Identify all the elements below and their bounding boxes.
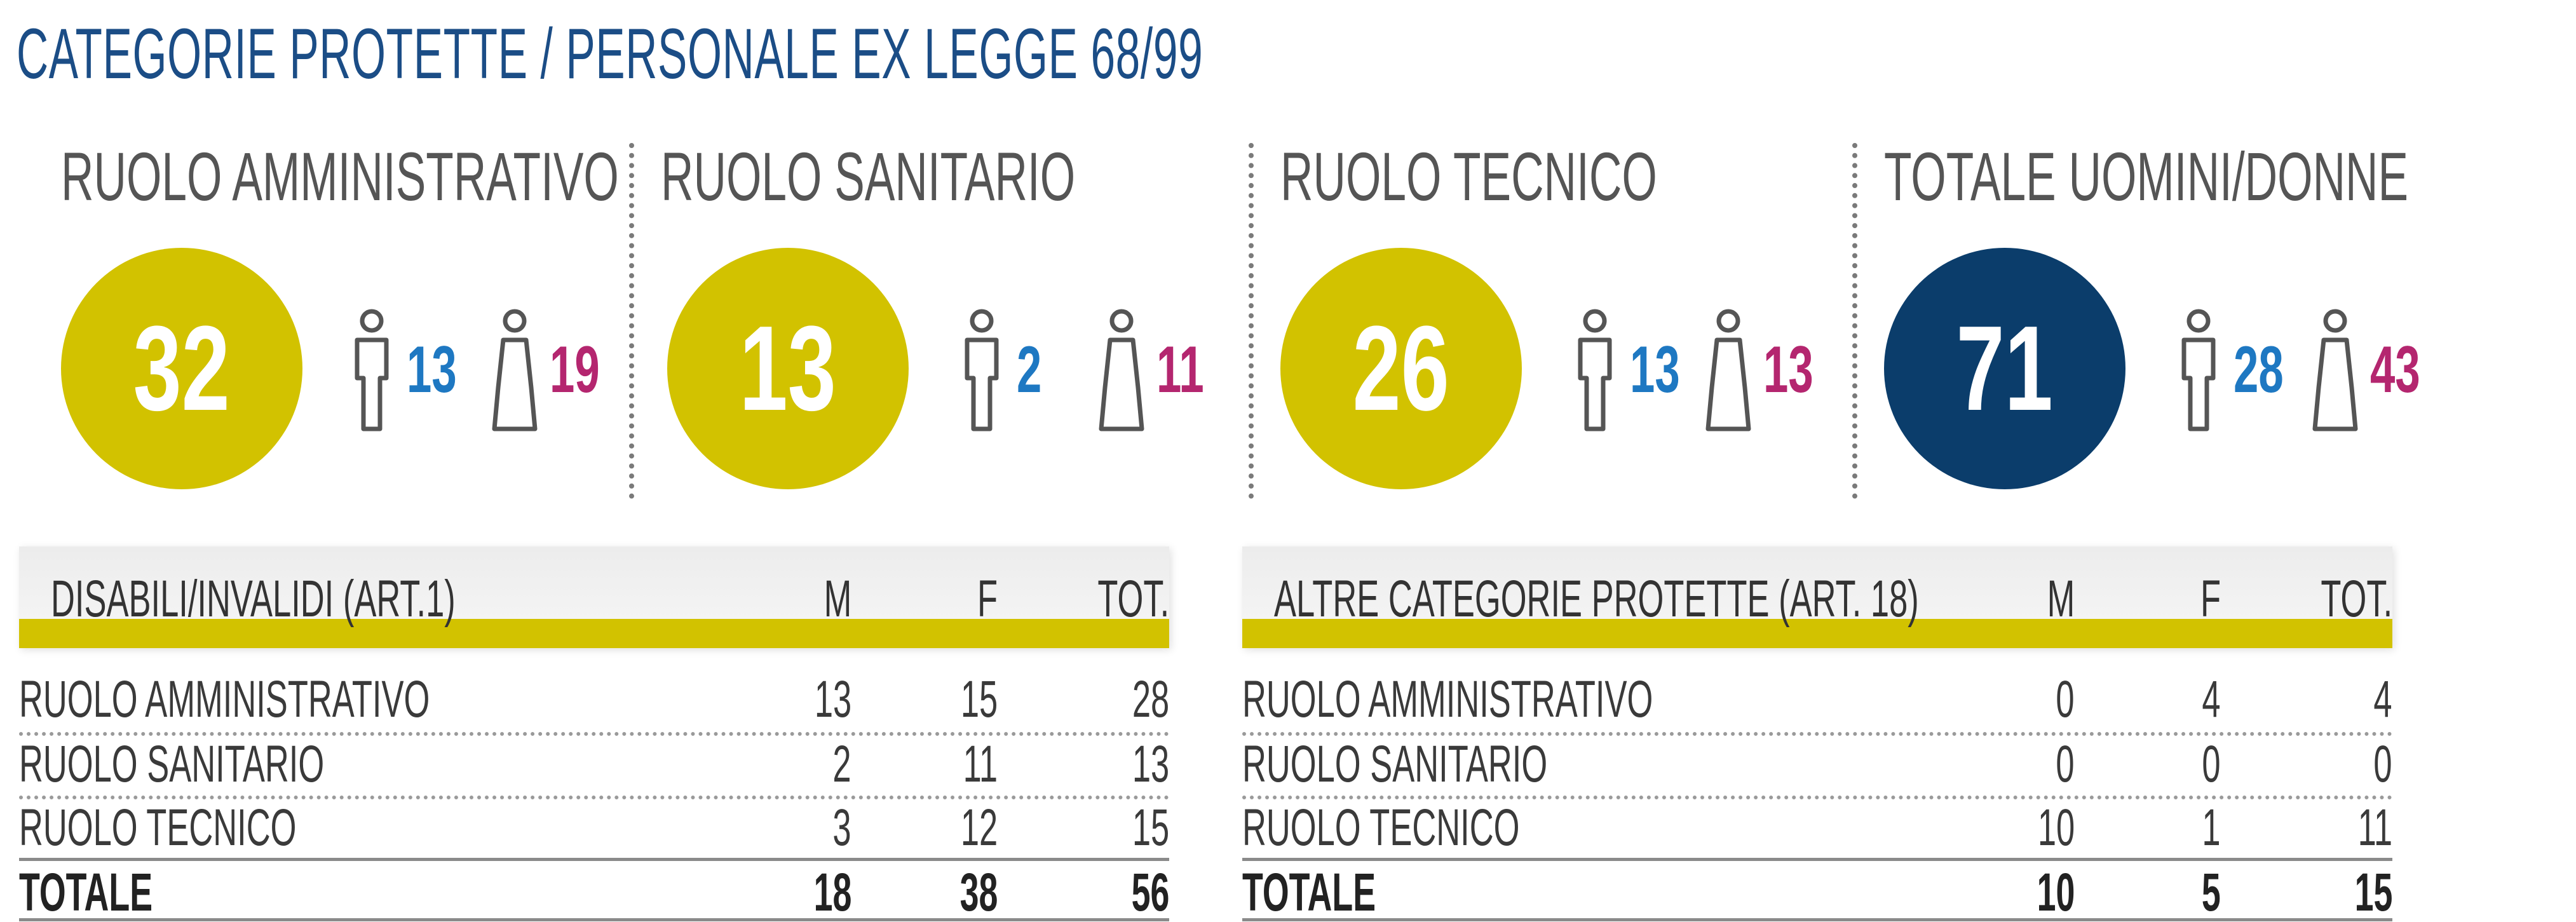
total-circle: 13	[667, 248, 909, 489]
header-accent-bar	[19, 619, 1169, 648]
table-bottom-line	[1242, 918, 2392, 921]
total-m: 10	[2037, 862, 2075, 922]
row-divider	[19, 796, 1169, 799]
table-header	[19, 546, 1169, 648]
row-f: 1	[2202, 799, 2221, 857]
panel-divider	[1852, 143, 1857, 499]
row-tot: 28	[1132, 670, 1169, 728]
row-m: 3	[832, 799, 851, 857]
header-tot: TOT.	[1097, 570, 1169, 628]
row-f: 12	[960, 799, 998, 857]
row-m: 0	[2056, 670, 2075, 728]
total-label: TOTALE	[19, 862, 153, 922]
total-circle: 32	[61, 248, 302, 489]
row-divider	[19, 732, 1169, 736]
man-icon	[959, 308, 1004, 435]
total-divider	[19, 858, 1169, 861]
man-icon	[1573, 308, 1617, 435]
header-f: F	[977, 570, 998, 628]
total-circle: 26	[1280, 248, 1522, 489]
panel-label: RUOLO SANITARIO	[661, 138, 1076, 215]
total-f: 5	[2202, 862, 2221, 922]
panel-ruolo-amministrativo: RUOLO AMMINISTRATIVO 32 13 19	[19, 137, 619, 496]
total-value: 71	[1956, 301, 2054, 436]
row-m: 0	[2056, 735, 2075, 793]
header-accent-bar	[1242, 619, 2392, 648]
total-divider	[1242, 858, 2392, 861]
women-count: 19	[550, 333, 600, 407]
row-label: RUOLO AMMINISTRATIVO	[1242, 670, 1653, 728]
row-f: 0	[2202, 735, 2221, 793]
row-m: 13	[814, 670, 851, 728]
panel-ruolo-tecnico: RUOLO TECNICO 26 13 13	[1249, 137, 1846, 499]
row-tot: 0	[2373, 735, 2392, 793]
row-label: RUOLO SANITARIO	[1242, 735, 1548, 793]
header-tot: TOT.	[2321, 570, 2392, 628]
panel-totale-uomini-donne: TOTALE UOMINI/DONNE 71 28 43	[1852, 137, 2450, 499]
man-icon	[349, 308, 394, 435]
woman-icon	[1703, 308, 1754, 435]
man-icon	[2176, 308, 2221, 435]
total-m: 18	[813, 862, 851, 922]
row-label: RUOLO SANITARIO	[19, 735, 325, 793]
total-tot: 15	[2354, 862, 2392, 922]
total-tot: 56	[1131, 862, 1169, 922]
total-circle: 71	[1884, 248, 2125, 489]
page-title: CATEGORIE PROTETTE / PERSONALE EX LEGGE …	[17, 14, 1203, 93]
panel-label: TOTALE UOMINI/DONNE	[1884, 138, 2409, 215]
header-f: F	[2200, 570, 2221, 628]
row-tot: 4	[2373, 670, 2392, 728]
row-label: RUOLO TECNICO	[1242, 799, 1520, 857]
total-value: 13	[739, 301, 837, 436]
header-label: DISABILI/INVALIDI (ART.1)	[51, 570, 456, 628]
row-label: RUOLO AMMINISTRATIVO	[19, 670, 430, 728]
woman-icon	[2310, 308, 2361, 435]
row-divider	[1242, 732, 2392, 736]
men-count: 13	[1630, 333, 1680, 407]
row-f: 15	[960, 670, 998, 728]
row-f: 4	[2202, 670, 2221, 728]
total-value: 32	[133, 301, 231, 436]
row-divider	[1242, 796, 2392, 799]
panel-divider	[629, 143, 634, 499]
panel-divider	[1249, 143, 1254, 499]
table-bottom-line	[19, 918, 1169, 921]
row-m: 10	[2037, 799, 2075, 857]
woman-icon	[489, 308, 540, 435]
table-header	[1242, 546, 2392, 648]
men-count: 2	[1017, 333, 1042, 407]
men-count: 28	[2234, 333, 2284, 407]
row-tot: 15	[1132, 799, 1169, 857]
women-count: 13	[1763, 333, 1813, 407]
row-f: 11	[963, 735, 998, 793]
men-count: 13	[407, 333, 457, 407]
total-f: 38	[959, 862, 998, 922]
panel-label: RUOLO TECNICO	[1280, 138, 1657, 215]
woman-icon	[1096, 308, 1147, 435]
total-value: 26	[1352, 301, 1450, 436]
table-disabili-invalidi: DISABILI/INVALIDI (ART.1) M F TOT. RUOLO…	[19, 546, 1188, 921]
panel-label: RUOLO AMMINISTRATIVO	[61, 138, 619, 215]
header-m: M	[824, 570, 851, 628]
header-label: ALTRE CATEGORIE PROTETTE (ART. 18)	[1274, 570, 1919, 628]
row-tot: 13	[1132, 735, 1169, 793]
women-count: 11	[1156, 333, 1204, 407]
panel-ruolo-sanitario: RUOLO SANITARIO 13 2 11	[629, 137, 1226, 499]
row-m: 2	[832, 735, 851, 793]
row-label: RUOLO TECNICO	[19, 799, 297, 857]
table-altre-categorie-protette: ALTRE CATEGORIE PROTETTE (ART. 18) M F T…	[1242, 546, 2411, 921]
women-count: 43	[2370, 333, 2420, 407]
header-m: M	[2047, 570, 2075, 628]
row-tot: 11	[2357, 799, 2392, 857]
total-label: TOTALE	[1242, 862, 1376, 922]
